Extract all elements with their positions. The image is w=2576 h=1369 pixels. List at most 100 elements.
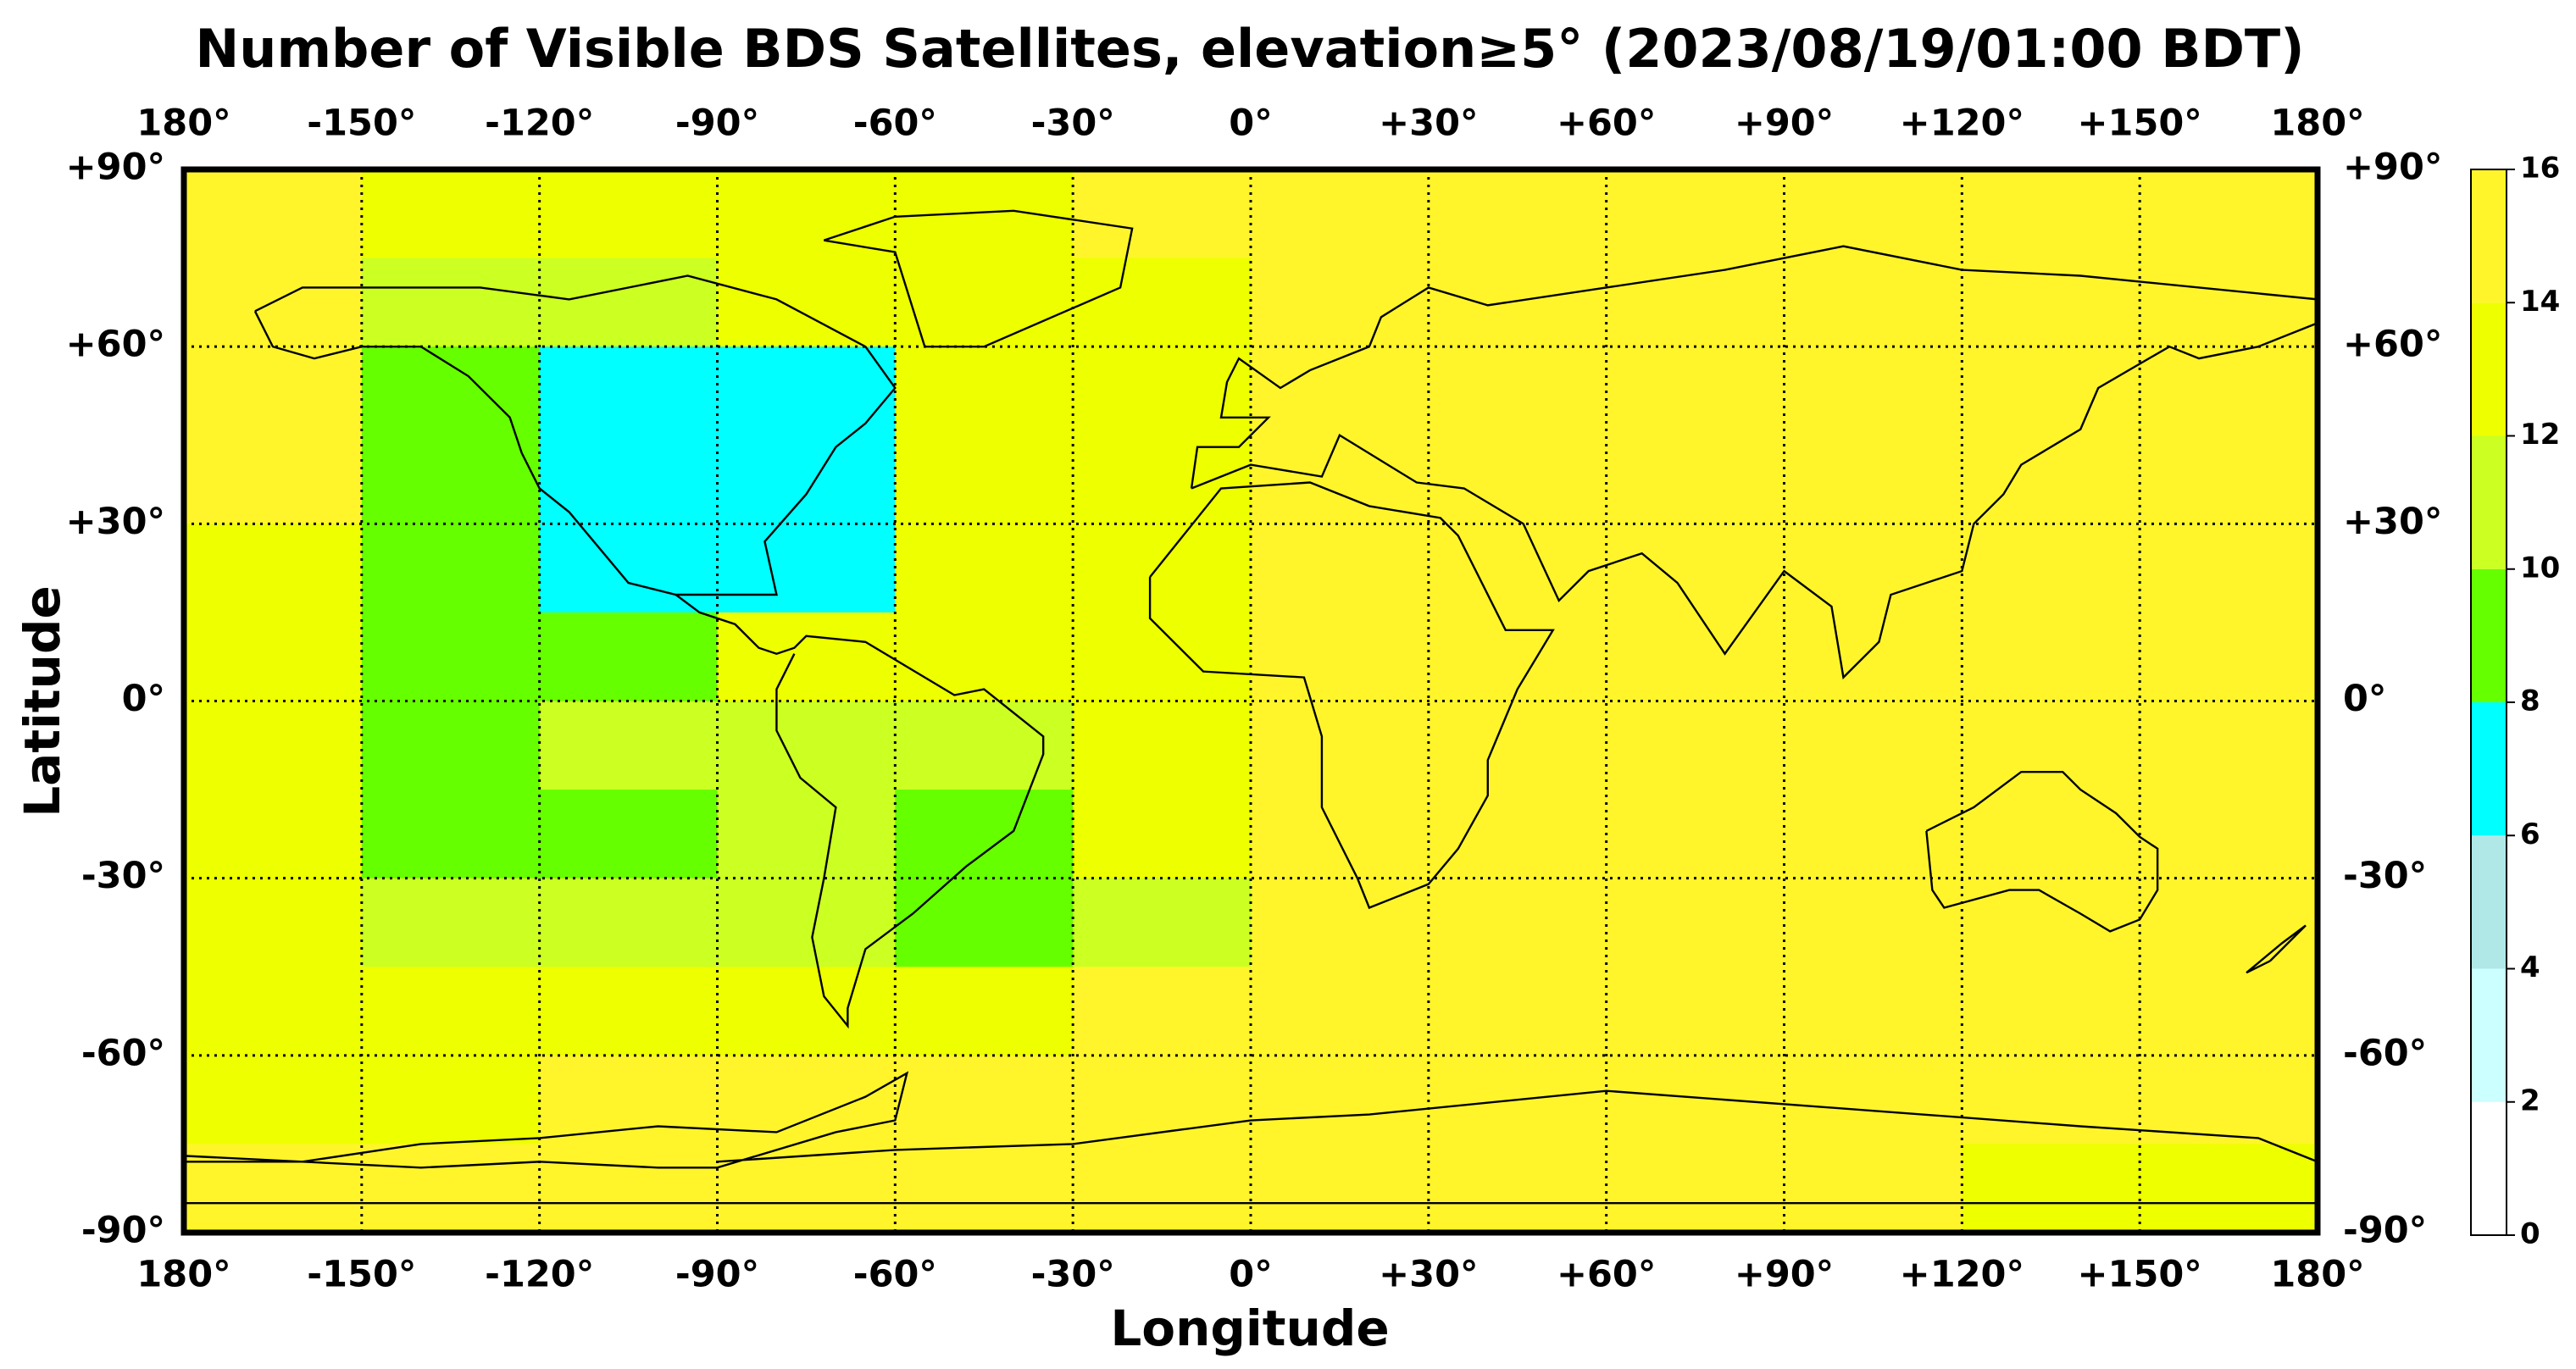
heat-cell <box>2140 701 2318 790</box>
heat-cell <box>2140 1055 2318 1145</box>
y-tick-label-right: -30° <box>2343 855 2427 897</box>
axes: 180° 180° -150° -150° -120° -120° -90° -90° -60°… <box>66 103 2443 1296</box>
heat-cell <box>717 790 896 879</box>
heat-cell <box>1606 612 1785 701</box>
heat-cell <box>2140 258 2318 347</box>
heat-cell <box>184 1144 363 1233</box>
y-tick-label: -90° <box>81 1210 165 1252</box>
y-tick-label: +30° <box>66 501 165 543</box>
x-tick-label-top: +150° <box>2078 103 2202 145</box>
heat-cell <box>184 878 363 967</box>
x-tick-label: -60° <box>853 1254 937 1296</box>
heat-cell <box>1962 612 2140 701</box>
colorbar-segment <box>2471 302 2507 436</box>
heat-cell <box>184 612 363 701</box>
heat-cell <box>1428 524 1607 613</box>
heat-cell <box>539 612 718 701</box>
x-tick-label: +30° <box>1379 1254 1478 1296</box>
x-tick-label: -30° <box>1031 1254 1115 1296</box>
heat-cell <box>1606 701 1785 790</box>
heat-cell <box>2140 524 2318 613</box>
heat-cell <box>1428 612 1607 701</box>
x-tick-label: -150° <box>307 1254 416 1296</box>
heat-cell <box>1073 612 1252 701</box>
colorbar-tick-label: 10 <box>2520 551 2560 585</box>
heat-cell <box>361 435 541 524</box>
heat-cell <box>1251 967 1430 1056</box>
heat-cell <box>1606 435 1785 524</box>
heat-cell <box>1962 1055 2140 1145</box>
heat-cell <box>895 524 1074 613</box>
heat-cell <box>1962 790 2140 879</box>
heat-cell <box>539 967 718 1056</box>
heat-cell <box>1428 701 1607 790</box>
heat-cell <box>717 346 896 436</box>
x-tick-label-top: +30° <box>1379 103 1478 145</box>
heat-cell <box>1784 1144 1963 1233</box>
heat-cell <box>895 435 1074 524</box>
coastlines <box>184 211 2318 1203</box>
x-tick-label: 180° <box>136 1254 230 1296</box>
heat-cell <box>361 790 541 879</box>
heat-cell <box>184 524 363 613</box>
heat-cell <box>1606 346 1785 436</box>
heat-cell <box>717 878 896 967</box>
x-tick-label-top: +60° <box>1557 103 1656 145</box>
heat-cell <box>539 790 718 879</box>
heat-cell <box>717 1055 896 1145</box>
heat-cell <box>1073 790 1252 879</box>
y-tick-label-right: +90° <box>2343 147 2442 189</box>
heat-cell <box>1784 612 1963 701</box>
heat-cell <box>1784 967 1963 1056</box>
y-tick-label-right: +60° <box>2343 324 2442 366</box>
heat-cell <box>1251 612 1430 701</box>
heat-cell <box>1428 878 1607 967</box>
heat-cell <box>717 169 896 259</box>
heat-cell <box>717 524 896 613</box>
heat-cell <box>895 612 1074 701</box>
heat-cell <box>1251 1055 1430 1145</box>
heat-cell <box>895 790 1074 879</box>
y-tick-label-right: -60° <box>2343 1032 2427 1074</box>
heat-cell <box>539 435 718 524</box>
heat-cell <box>361 169 541 259</box>
map-frame <box>180 166 2321 1236</box>
heat-cell <box>1073 878 1252 967</box>
heat-cell <box>539 258 718 347</box>
colorbar-tick-label: 14 <box>2520 285 2560 319</box>
heat-cell <box>361 878 541 967</box>
heat-cell <box>895 169 1074 259</box>
heat-cell <box>895 701 1074 790</box>
colorbar-segment <box>2471 568 2507 702</box>
chart-title: Number of Visible BDS Satellites, elevat… <box>195 18 2304 80</box>
heat-cell <box>539 169 718 259</box>
y-tick-label: +60° <box>66 324 165 366</box>
x-axis-label: Longitude <box>1110 1300 1389 1357</box>
heat-cell <box>2140 169 2318 259</box>
heat-cell <box>717 701 896 790</box>
y-tick-label-right: +30° <box>2343 501 2442 543</box>
heat-cell <box>361 1144 541 1233</box>
x-tick-label: +150° <box>2078 1254 2202 1296</box>
heat-cell <box>1784 346 1963 436</box>
y-tick-label: -60° <box>81 1032 165 1074</box>
heat-cell <box>1606 878 1785 967</box>
heat-cell <box>1251 701 1430 790</box>
colorbar-tick-label: 12 <box>2520 418 2560 452</box>
heat-cell <box>184 967 363 1056</box>
x-tick-label-top: -120° <box>485 103 594 145</box>
heat-cell <box>1784 435 1963 524</box>
heat-cell <box>1962 701 2140 790</box>
heat-cell <box>1073 169 1252 259</box>
heat-cell <box>1606 258 1785 347</box>
heat-cell <box>361 524 541 613</box>
heat-cell <box>539 701 718 790</box>
heat-cell <box>2140 790 2318 879</box>
heat-cell <box>717 967 896 1056</box>
colorbar-segment <box>2471 1101 2507 1235</box>
x-tick-label-top: -90° <box>675 103 759 145</box>
x-tick-label-top: +90° <box>1735 103 1834 145</box>
x-tick-label: 180° <box>2270 1254 2364 1296</box>
heat-cell <box>717 1144 896 1233</box>
heat-cell <box>1784 1055 1963 1145</box>
